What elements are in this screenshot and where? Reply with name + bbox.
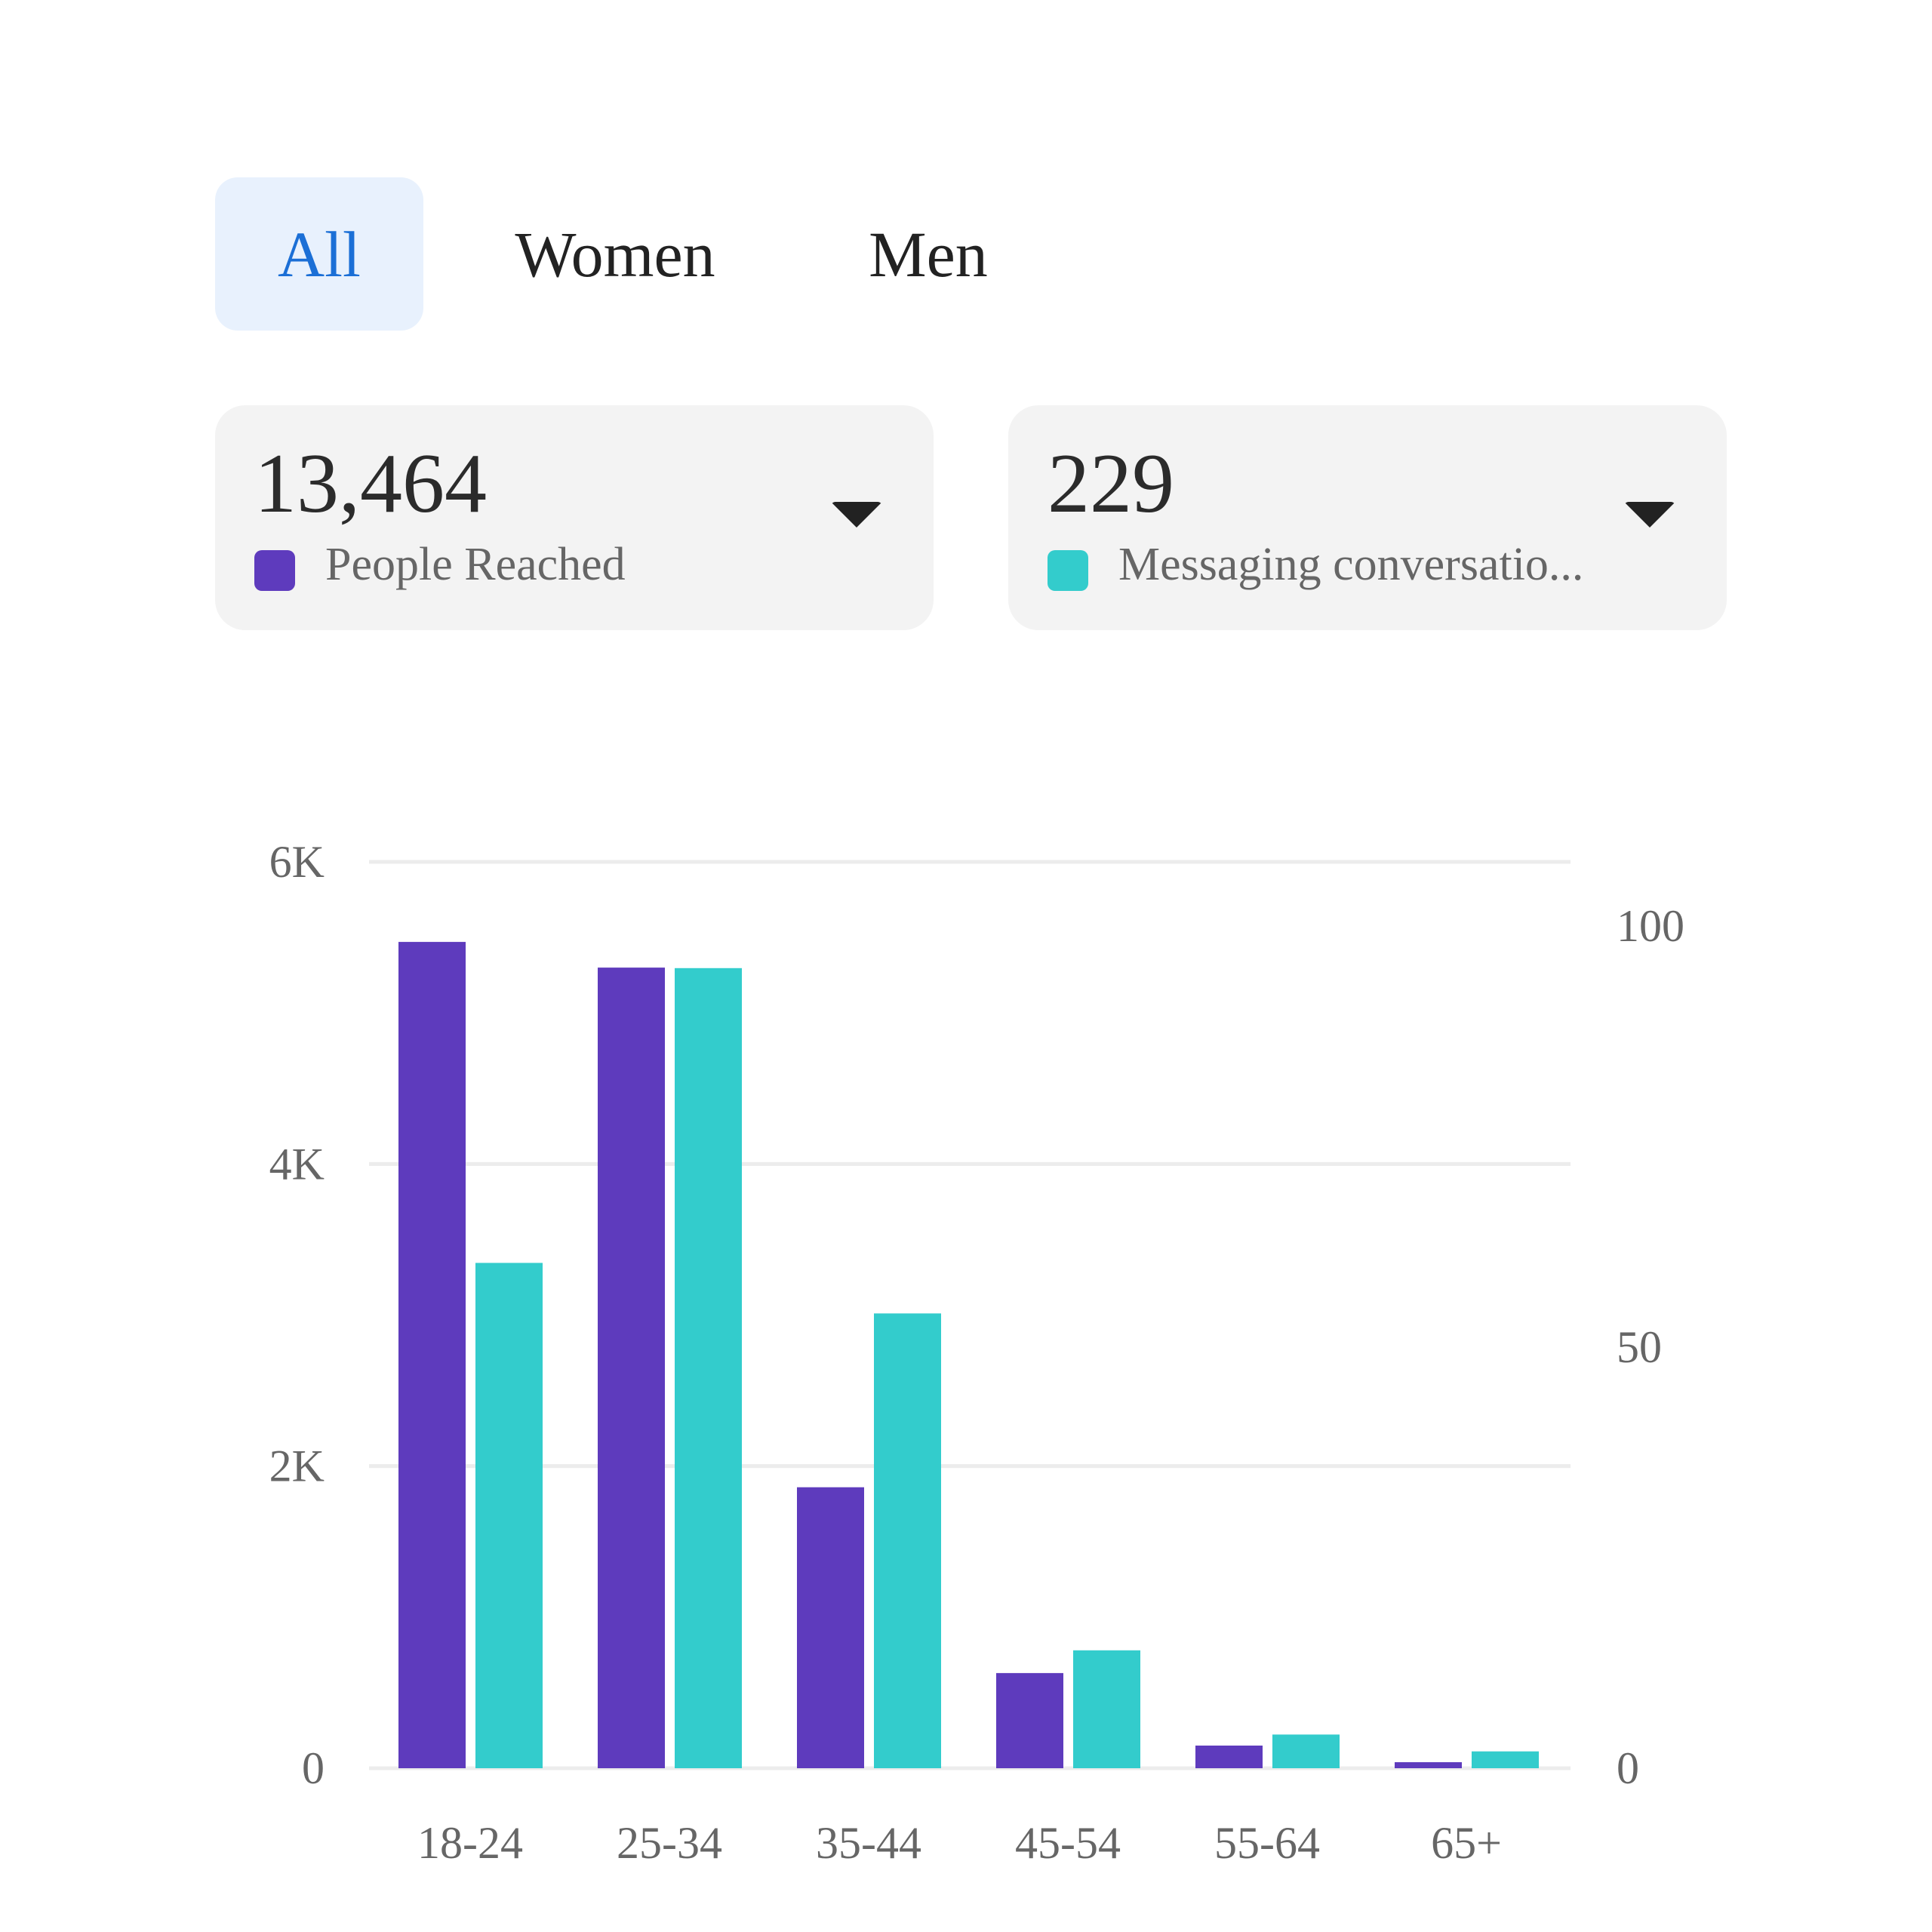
metric-label: Messaging conversatio... [1118, 539, 1584, 590]
left-axis-tick: 0 [302, 1743, 325, 1793]
legend-swatch-purple [254, 550, 295, 591]
right-axis-tick: 50 [1617, 1322, 1662, 1372]
bar-messaging-35-44 [874, 1313, 941, 1768]
tab-women[interactable]: Women [515, 217, 715, 291]
x-axis-tick: 35-44 [816, 1818, 921, 1868]
right-axis-tick: 100 [1617, 901, 1684, 951]
legend-swatch-teal [1048, 550, 1088, 591]
metric-selector-people-reached[interactable]: 13,464 People Reached [215, 405, 934, 630]
tab-men[interactable]: Men [869, 217, 988, 291]
tab-all[interactable]: All [215, 177, 423, 331]
x-axis-tick: 65+ [1431, 1818, 1502, 1868]
left-axis-tick: 6K [269, 837, 325, 887]
metric-label: People Reached [325, 539, 626, 590]
bar-people-reached-25-34 [598, 968, 665, 1768]
metric-selector-messaging[interactable]: 229 Messaging conversatio... [1008, 405, 1727, 630]
bar-people-reached-45-54 [996, 1672, 1063, 1768]
bar-people-reached-55-64 [1195, 1745, 1263, 1768]
bar-people-reached-65+ [1395, 1761, 1462, 1768]
bar-messaging-55-64 [1272, 1734, 1340, 1768]
bar-people-reached-18-24 [398, 942, 466, 1768]
bar-people-reached-35-44 [797, 1487, 864, 1768]
x-axis-tick: 45-54 [1015, 1818, 1121, 1868]
metric-value: 13,464 [254, 437, 487, 531]
bar-messaging-45-54 [1073, 1650, 1140, 1768]
metric-value: 229 [1048, 437, 1174, 531]
x-axis-tick: 18-24 [417, 1818, 523, 1868]
x-axis-tick: 25-34 [617, 1818, 722, 1868]
bar-messaging-18-24 [475, 1263, 543, 1768]
bar-messaging-65+ [1472, 1751, 1539, 1768]
left-axis-tick: 4K [269, 1139, 325, 1189]
bar-messaging-25-34 [675, 968, 742, 1768]
x-axis-tick: 55-64 [1214, 1818, 1320, 1868]
chevron-down-icon[interactable] [1624, 502, 1675, 528]
chevron-down-icon[interactable] [831, 502, 882, 528]
left-axis-tick: 2K [269, 1441, 325, 1491]
right-axis-tick: 0 [1617, 1743, 1639, 1793]
